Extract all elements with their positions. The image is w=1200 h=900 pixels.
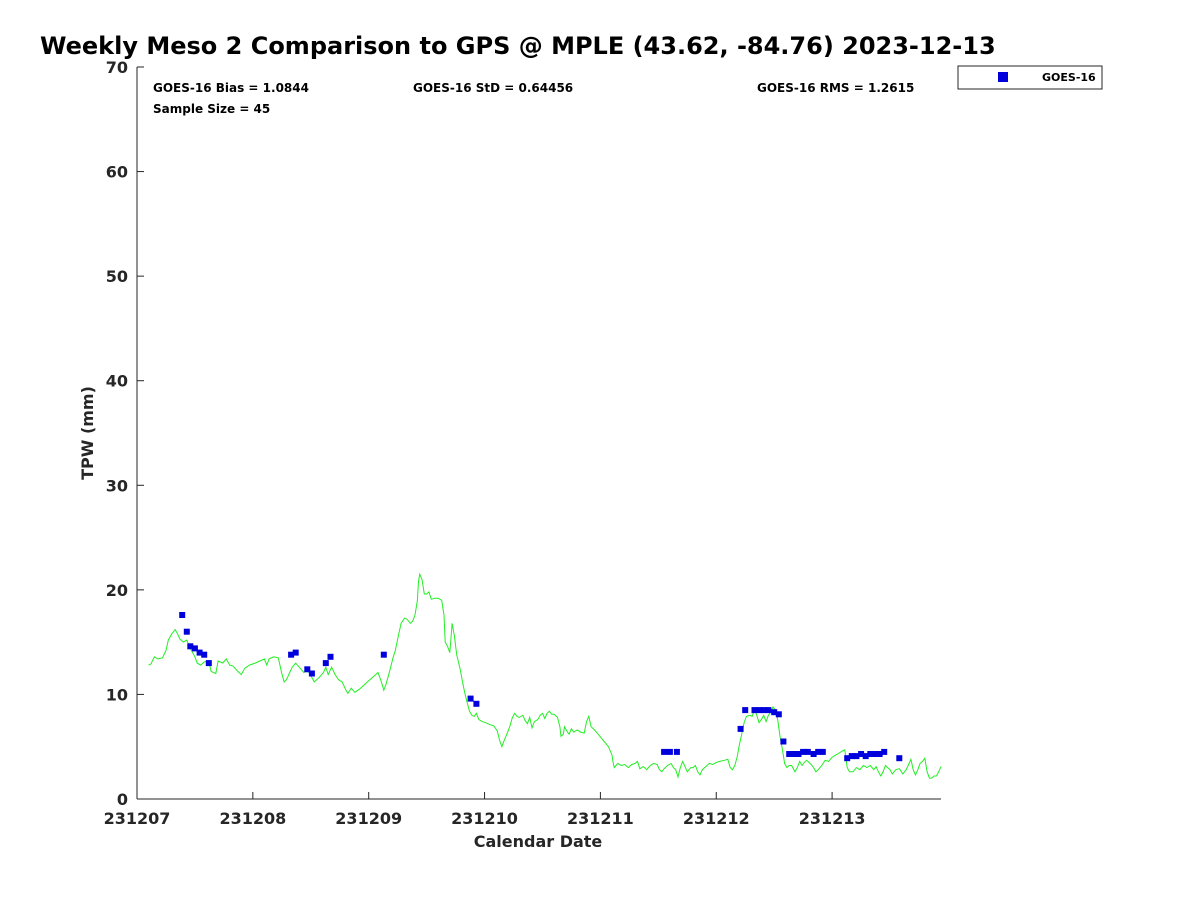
goes16-point-21: [751, 707, 758, 714]
goes16-point-16: [661, 748, 668, 755]
x-tick-label-5: 231212: [683, 809, 750, 828]
plot-area: [148, 572, 942, 779]
goes16-point-44: [881, 748, 888, 755]
legend-box: [957, 65, 1103, 90]
y-tick-label-0: 0: [117, 790, 128, 809]
goes16-point-15: [473, 700, 480, 707]
legend-marker-goes16: [998, 72, 1008, 82]
goes16-point-38: [853, 753, 860, 760]
goes16-point-11: [322, 660, 329, 667]
rms-stat: GOES-16 RMS = 1.2615: [757, 81, 914, 95]
x-tick-label-6: 231213: [799, 809, 866, 828]
x-axis-label: Calendar Date: [474, 832, 603, 851]
goes16-point-28: [786, 751, 793, 757]
goes16-point-26: [775, 711, 782, 718]
goes16-point-29: [790, 751, 797, 757]
goes16-point-18: [673, 748, 680, 755]
y-tick-label-70: 70: [106, 58, 128, 77]
goes16-point-20: [742, 707, 749, 714]
x-tick-label-2: 231209: [335, 809, 402, 828]
x-tick-label-3: 231210: [451, 809, 518, 828]
goes16-point-9: [304, 666, 311, 673]
x-tick-label-1: 231208: [219, 809, 286, 828]
sample-size-stat: Sample Size = 45: [153, 102, 270, 116]
goes16-point-22: [756, 707, 763, 714]
y-axis-label: TPW (mm): [78, 386, 97, 480]
goes16-point-42: [872, 751, 878, 757]
goes16-point-33: [810, 751, 817, 757]
chart-title: Weekly Meso 2 Comparison to GPS @ MPLE (…: [40, 32, 996, 60]
legend-label-goes16: GOES-16: [1042, 71, 1096, 84]
legend: GOES-16: [957, 65, 1103, 90]
goes16-point-25: [771, 709, 778, 716]
goes16-point-23: [760, 707, 767, 714]
goes16-point-39: [858, 751, 865, 757]
goes16-point-1: [183, 628, 190, 635]
goes16-point-30: [795, 751, 802, 757]
y-tick-label-20: 20: [106, 581, 128, 600]
goes16-point-24: [765, 707, 772, 714]
goes16-point-19: [737, 725, 744, 732]
goes16-point-3: [191, 645, 198, 652]
goes16-point-10: [308, 670, 315, 677]
goes16-point-12: [327, 653, 334, 660]
goes16-point-37: [848, 753, 855, 760]
goes16-point-2: [187, 643, 194, 650]
goes16-point-40: [862, 753, 869, 760]
goes16-point-14: [467, 695, 474, 702]
y-tick-label-10: 10: [106, 685, 128, 704]
gps-series-line: [148, 572, 942, 779]
goes16-point-35: [819, 748, 826, 755]
goes16-point-43: [876, 751, 883, 757]
goes16-point-34: [815, 748, 822, 755]
x-tick-label-4: 231211: [567, 809, 634, 828]
axes: 0 10 20 30 40 50 60 70 231207 231208 231209 231210 2…: [104, 58, 941, 828]
y-tick-label-40: 40: [106, 372, 128, 391]
goes16-point-36: [844, 755, 851, 762]
y-tick-label-60: 60: [106, 163, 128, 182]
goes16-point-5: [201, 651, 208, 658]
x-tick-label-0: 231207: [104, 809, 171, 828]
goes16-point-6: [205, 660, 212, 667]
y-tick-label-50: 50: [106, 267, 128, 286]
goes16-point-32: [804, 748, 811, 755]
goes16-point-4: [196, 649, 203, 656]
goes16-point-8: [292, 649, 299, 656]
goes16-point-45: [896, 755, 903, 762]
y-tick-label-30: 30: [106, 476, 128, 495]
goes16-point-27: [780, 738, 787, 745]
goes16-point-31: [800, 748, 807, 755]
goes16-point-0: [179, 612, 186, 618]
std-stat: GOES-16 StD = 0.64456: [413, 81, 573, 95]
goes16-point-13: [380, 651, 387, 658]
goes16-point-17: [666, 748, 673, 755]
goes16-point-41: [867, 751, 874, 757]
goes16-point-7: [288, 651, 295, 658]
bias-stat: GOES-16 Bias = 1.0844: [153, 81, 309, 95]
